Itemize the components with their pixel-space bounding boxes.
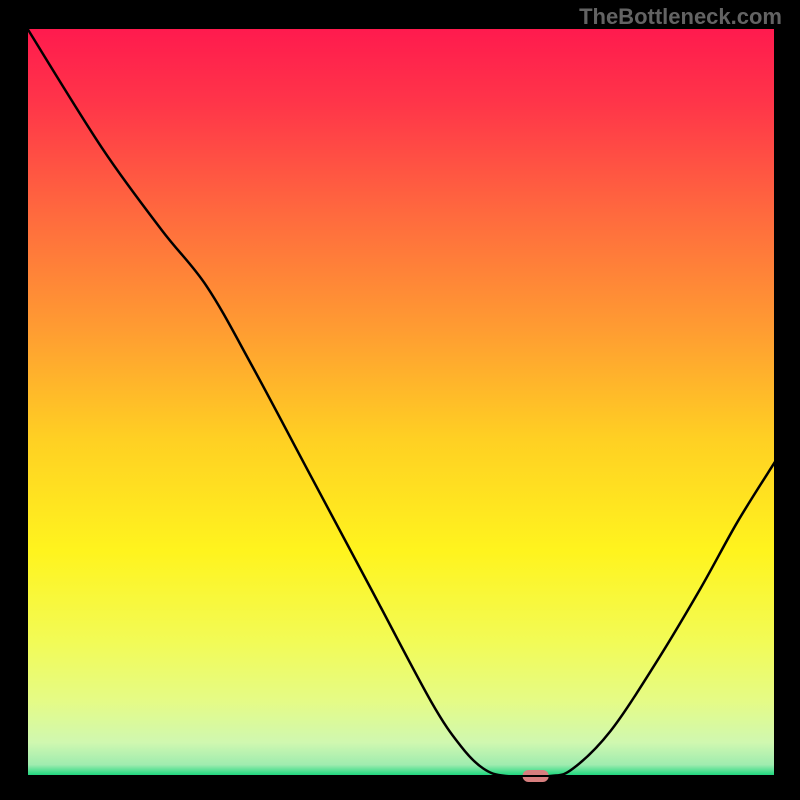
watermark-label: TheBottleneck.com [579, 4, 782, 30]
chart-container: TheBottleneck.com [0, 0, 800, 800]
bottleneck-chart [0, 0, 800, 800]
plot-background [27, 28, 775, 776]
